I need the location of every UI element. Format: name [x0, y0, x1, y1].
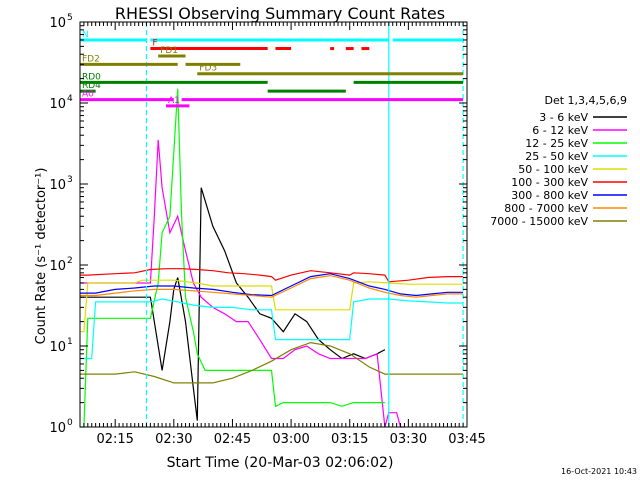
legend-label-3: 25 - 50 keV — [525, 150, 588, 163]
footer-timestamp: 16-Oct-2021 10:43 — [561, 467, 637, 476]
y-axis-label: Count Rate (s⁻¹ detector⁻¹) — [34, 168, 49, 345]
legend-label-6: 300 - 800 keV — [511, 189, 588, 202]
x-tick-label-6: 03:45 — [448, 432, 485, 447]
state-bar-label-7: A0 — [82, 90, 94, 100]
state-bar-label-2: FD1 — [160, 46, 178, 56]
legend-label-5: 100 - 300 keV — [511, 176, 588, 189]
series-line-0 — [80, 187, 386, 421]
x-tick-label-0: 02:15 — [96, 432, 133, 447]
chart-title: RHESSI Observing Summary Count Rates — [115, 4, 445, 23]
x-tick-label-1: 02:30 — [155, 432, 192, 447]
series-line-7 — [80, 274, 464, 298]
legend-label-7: 800 - 7000 keV — [504, 202, 588, 215]
y-tick-exponent-4: 4 — [67, 94, 73, 104]
y-tick-label-1: 10 — [49, 340, 66, 355]
state-bar-label-8: A1 — [168, 96, 180, 106]
legend-label-4: 50 - 100 keV — [518, 163, 588, 176]
y-tick-exponent-1: 1 — [67, 337, 73, 347]
state-bar-label-4: FD3 — [199, 64, 217, 74]
state-bar-label-5: RD0 — [82, 72, 101, 82]
y-tick-label-2: 10 — [49, 259, 66, 274]
x-axis-label: Start Time (20-Mar-03 02:06:02) — [167, 455, 394, 471]
x-tick-label-4: 03:15 — [331, 432, 368, 447]
legend-label-1: 6 - 12 keV — [532, 124, 588, 137]
state-bar-label-0: N — [82, 30, 89, 40]
series-line-4 — [80, 279, 464, 333]
state-bar-label-3: FD2 — [82, 54, 100, 64]
legend-label-8: 7000 - 15000 keV — [490, 215, 588, 228]
y-tick-exponent-0: 0 — [67, 418, 73, 428]
state-bar-label-1: F — [152, 39, 157, 49]
y-tick-exponent-5: 5 — [67, 13, 73, 23]
legend-label-0: 3 - 6 keV — [539, 111, 588, 124]
series-line-1 — [80, 139, 405, 428]
y-tick-label-0: 10 — [49, 421, 66, 436]
series-line-6 — [80, 273, 464, 297]
y-tick-exponent-3: 3 — [67, 175, 73, 185]
plot-area — [80, 88, 464, 428]
legend-label-2: 12 - 25 keV — [525, 137, 588, 150]
x-tick-label-5: 03:30 — [390, 432, 427, 447]
state-bar-label-6: RD4 — [82, 81, 101, 91]
plot-frame — [79, 21, 468, 428]
y-tick-label-3: 10 — [49, 178, 66, 193]
series-line-2 — [80, 88, 385, 428]
series-line-5 — [80, 268, 464, 283]
legend-title: Det 1,3,4,5,6,9 — [544, 94, 627, 107]
series-line-8 — [80, 341, 464, 384]
x-tick-label-2: 02:45 — [214, 432, 251, 447]
y-tick-label-5: 10 — [49, 16, 66, 31]
y-tick-label-4: 10 — [49, 97, 66, 112]
y-tick-exponent-2: 2 — [67, 256, 73, 266]
x-tick-label-3: 03:00 — [272, 432, 309, 447]
